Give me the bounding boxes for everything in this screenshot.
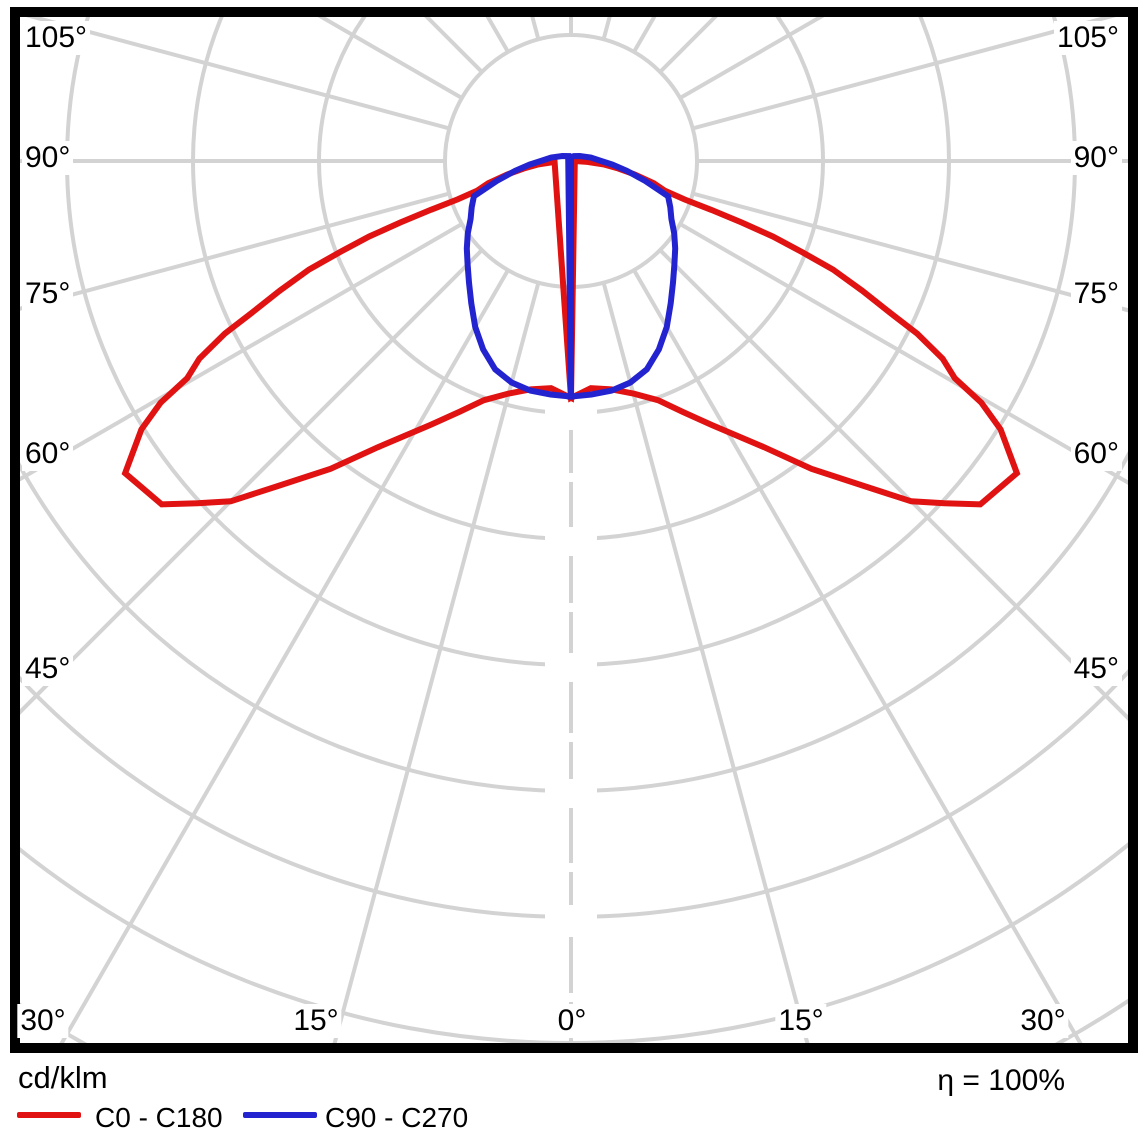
grid-ray [20, 248, 484, 715]
grid-ray [59, 269, 510, 1043]
gamma-label-left-105: 105° [22, 21, 91, 55]
legend-label-c0-c180: C0 - C180 [95, 1102, 223, 1133]
gamma-label-right-105: 105° [1053, 21, 1122, 55]
ring-value-knockout [545, 653, 597, 682]
grid-ray [679, 222, 1128, 485]
curve-c90-c270 [463, 152, 679, 400]
gamma-label-left-60: 60° [22, 437, 74, 471]
gamma-label-right-60: 60° [1070, 437, 1122, 471]
gamma-label-bottom-15-right: 15° [775, 1004, 827, 1038]
grid-ray [332, 282, 541, 1043]
ring-value-knockout [545, 905, 597, 934]
legend-swatch-c90-c270 [243, 1112, 317, 1118]
efficiency-label: η = 100% [937, 1064, 1065, 1097]
grid-ray [20, 191, 450, 311]
ring-value-knockout [545, 779, 597, 808]
grid-ray [658, 248, 1128, 721]
grid-ray [632, 269, 1083, 1043]
grid-ray [601, 282, 810, 1043]
gamma-label-bottom-30-right: 30° [1017, 1004, 1069, 1038]
gamma-label-bottom-0: 0° [554, 1004, 590, 1038]
legend-label-c90-c270: C90 - C270 [325, 1102, 469, 1133]
gamma-label-bottom-30-left: 30° [17, 1004, 69, 1038]
grid-ray [20, 222, 463, 482]
curve-c0-c180 [121, 157, 1021, 508]
radial-unit-label: cd/klm [18, 1060, 108, 1095]
gamma-label-right-90: 90° [1070, 141, 1122, 175]
gamma-label-right-75: 75° [1070, 277, 1122, 311]
grid-ray [25, 17, 450, 131]
gamma-label-left-75: 75° [22, 277, 74, 311]
gamma-label-bottom-15-left: 15° [290, 1004, 342, 1038]
gamma-label-right-45: 45° [1070, 652, 1122, 686]
gamma-label-left-45: 45° [22, 652, 74, 686]
gamma-label-left-90: 90° [22, 141, 74, 175]
ring-value-knockout [545, 401, 597, 430]
legend-swatch-c0-c180 [17, 1112, 81, 1118]
grid-ray [692, 17, 1117, 131]
grid-ray [692, 191, 1128, 313]
ring-value-knockout [545, 527, 597, 556]
chart-frame [10, 7, 1138, 1053]
